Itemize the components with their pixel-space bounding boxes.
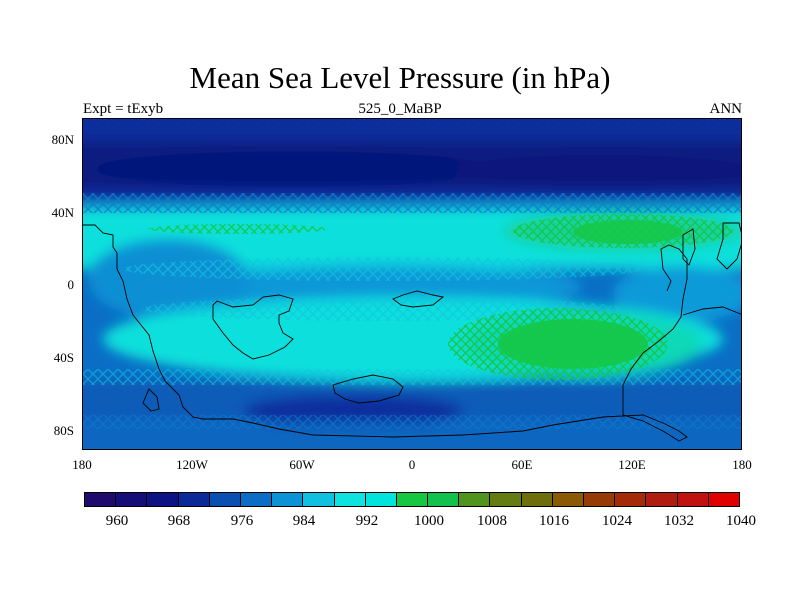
colorbar-swatch <box>177 492 210 507</box>
map-title: Mean Sea Level Pressure (in hPa) <box>189 60 611 95</box>
colorbar-swatch <box>239 492 273 507</box>
colorbar-swatch <box>115 492 148 507</box>
lat-label-40s: 40S <box>53 350 74 365</box>
colorbar-label: 992 <box>355 513 379 529</box>
colorbar-swatch <box>489 492 522 507</box>
colorbar-swatch <box>458 492 491 507</box>
lat-label-80n: 80N <box>51 132 74 147</box>
colorbar-label: 1016 <box>539 513 569 529</box>
colorbar-label: 984 <box>292 513 316 529</box>
colorbar-label: 960 <box>105 513 129 529</box>
period-label: 525_0_MaBP <box>358 101 442 117</box>
colorbar-swatch <box>520 492 553 507</box>
lat-label-0: 0 <box>67 277 75 292</box>
lon-label-120w: 120W <box>176 457 208 472</box>
colorbar-swatch <box>84 492 117 507</box>
map-plot <box>83 119 741 449</box>
colorbar-label: 1032 <box>664 513 694 529</box>
lon-label-60e: 60E <box>511 457 533 472</box>
colorbar-swatch <box>645 492 678 507</box>
lon-label-180w: 180 <box>72 457 92 472</box>
colorbar-swatch <box>583 492 616 507</box>
colorbar-swatch <box>676 492 709 507</box>
colorbar-swatch <box>302 492 335 507</box>
pressure-map <box>82 118 742 450</box>
colorbar-label: 976 <box>230 513 254 529</box>
coastlines <box>83 222 741 442</box>
colorbar-label: 1008 <box>477 513 507 529</box>
lon-label-60w: 60W <box>289 457 315 472</box>
colorbar-swatch <box>707 492 740 507</box>
colorbar-swatch <box>146 492 179 507</box>
colorbar-swatch <box>395 492 429 507</box>
colorbar-label: 1024 <box>602 513 632 529</box>
colorbar-swatch <box>271 492 304 507</box>
colorbar <box>84 492 740 507</box>
lon-label-180e: 180 <box>732 457 752 472</box>
pressure-field <box>83 119 741 449</box>
season-label: ANN <box>709 101 743 117</box>
lon-label-120e: 120E <box>618 457 646 472</box>
lat-label-80s: 80S <box>53 423 74 438</box>
lon-label-0: 0 <box>408 457 416 472</box>
colorbar-swatch <box>551 492 584 507</box>
colorbar-label: 968 <box>167 513 191 529</box>
colorbar-swatch <box>364 492 397 507</box>
colorbar-swatch <box>427 492 460 507</box>
lat-label-40n: 40N <box>51 205 74 220</box>
colorbar-swatch <box>333 492 366 507</box>
colorbar-swatch <box>614 492 647 507</box>
experiment-label: Expt = tExyb <box>83 101 164 117</box>
colorbar-swatch <box>208 492 241 507</box>
colorbar-label: 1040 <box>726 513 756 529</box>
colorbar-label: 1000 <box>414 513 444 529</box>
